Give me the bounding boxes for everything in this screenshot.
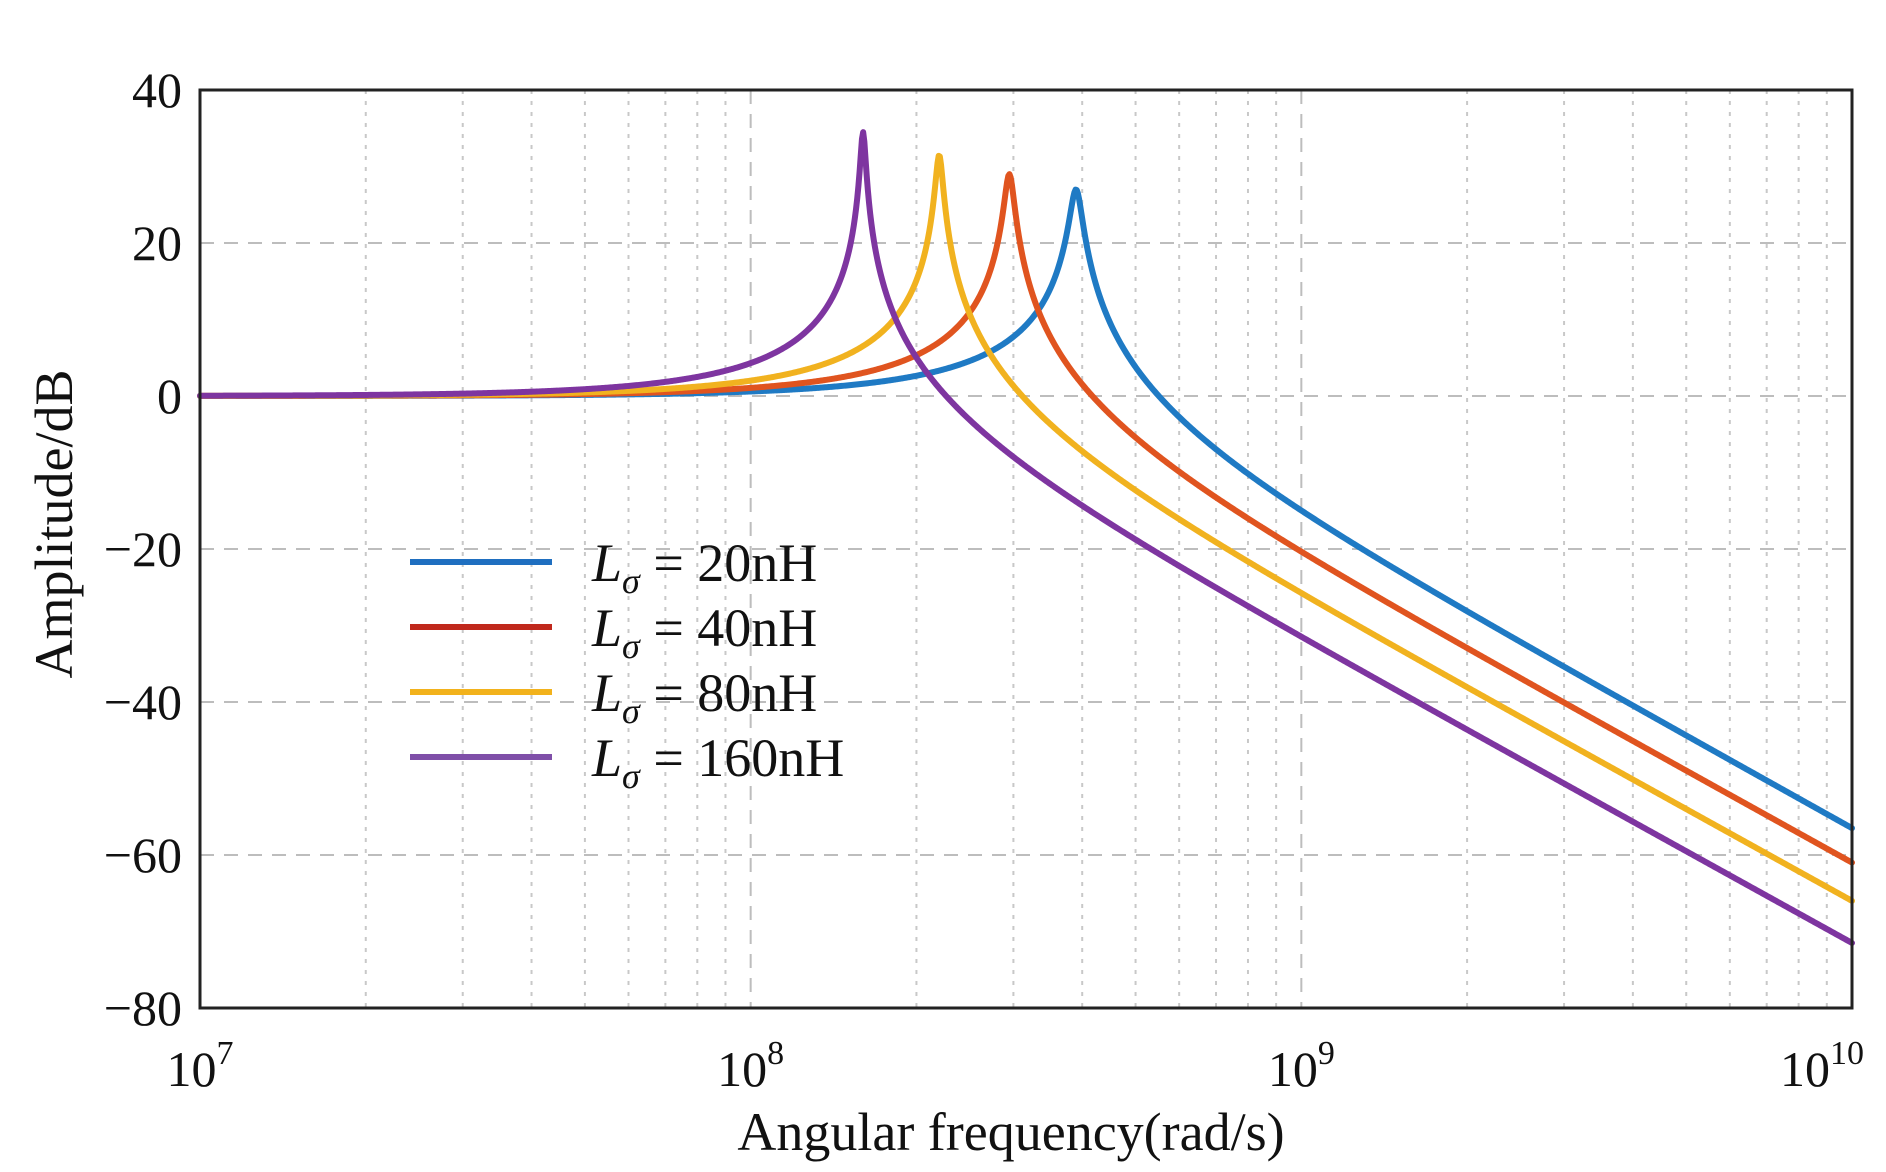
y-tick-label: −80 (104, 980, 182, 1036)
legend-entry-1: Lσ = 20nH (591, 533, 817, 601)
y-axis-label: Amplitude/dB (24, 370, 84, 679)
legend-entry-3: Lσ = 80nH (591, 663, 817, 731)
y-tick-label: 20 (132, 215, 182, 271)
y-tick-label: −20 (104, 521, 182, 577)
x-tick-labels: 107 108 109 1010 (167, 1035, 1865, 1097)
y-tick-label: 40 (132, 62, 182, 118)
legend-entry-4: Lσ = 160nH (591, 728, 844, 796)
legend-entry-2: Lσ = 40nH (591, 598, 817, 666)
y-tick-labels: 40 20 0 −20 −40 −60 −80 (104, 62, 182, 1036)
x-axis-label: Angular frequency(rad/s) (737, 1102, 1284, 1162)
y-tick-label: 0 (157, 368, 182, 424)
y-tick-label: −60 (104, 827, 182, 883)
series-layer (197, 129, 1855, 946)
x-tick-label: 109 (1268, 1035, 1335, 1097)
x-tick-label: 107 (167, 1035, 234, 1097)
y-tick-label: −40 (104, 674, 182, 730)
series-line-4 (197, 129, 1855, 946)
x-tick-label: 108 (717, 1035, 784, 1097)
plot-frame (198, 88, 1854, 1010)
x-tick-label: 1010 (1780, 1035, 1864, 1097)
